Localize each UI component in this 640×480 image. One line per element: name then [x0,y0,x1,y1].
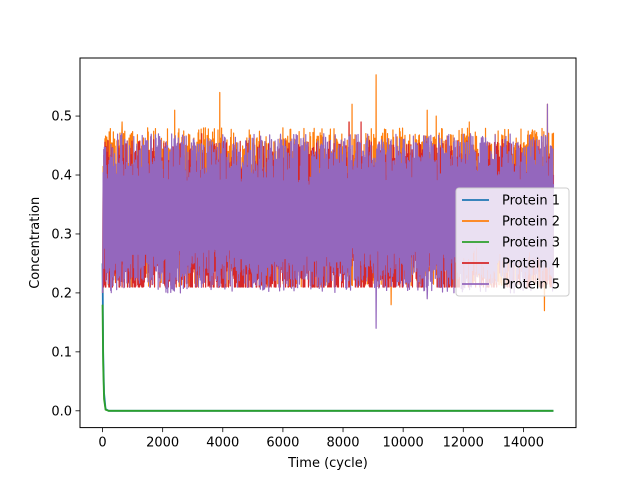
x-tick-label: 4000 [206,436,239,451]
y-tick-label: 0.5 [51,110,72,125]
y-tick-label: 0.2 [51,286,72,301]
x-tick-label: 0 [98,436,106,451]
x-tick-label: 10000 [382,436,423,451]
x-axis-label: Time (cycle) [287,456,368,471]
legend-box [455,187,570,297]
x-tick-label: 14000 [503,436,544,451]
legend-entry-label: Protein 5 [502,278,560,293]
y-axis-ticks: 0.0 0.1 0.2 0.3 0.4 0.5 [51,110,80,419]
y-tick-label: 0.0 [51,404,72,419]
plot-area [101,74,555,412]
y-tick-label: 0.1 [51,345,72,360]
series-line-protein-5 [101,103,555,329]
legend: Protein 1 Protein 2 Protein 3 Protein 4 Prot… [455,187,570,297]
x-axis-ticks: 0 2000 4000 6000 8000 10000 12000 14000 [98,427,544,451]
x-tick-label: 8000 [326,436,359,451]
x-tick-label: 2000 [146,436,179,451]
legend-entry-label: Protein 3 [502,236,560,251]
axes-frame [79,57,577,429]
legend-entry-label: Protein 2 [502,215,560,230]
y-tick-label: 0.4 [51,169,72,184]
series-line-protein-3 [101,304,554,412]
legend-entry-label: Protein 1 [502,194,560,209]
x-tick-label: 12000 [443,436,484,451]
x-tick-label: 6000 [266,436,299,451]
legend-entry-label: Protein 4 [502,257,560,272]
y-tick-label: 0.3 [51,227,72,242]
y-axis-label: Concentration [28,197,43,289]
